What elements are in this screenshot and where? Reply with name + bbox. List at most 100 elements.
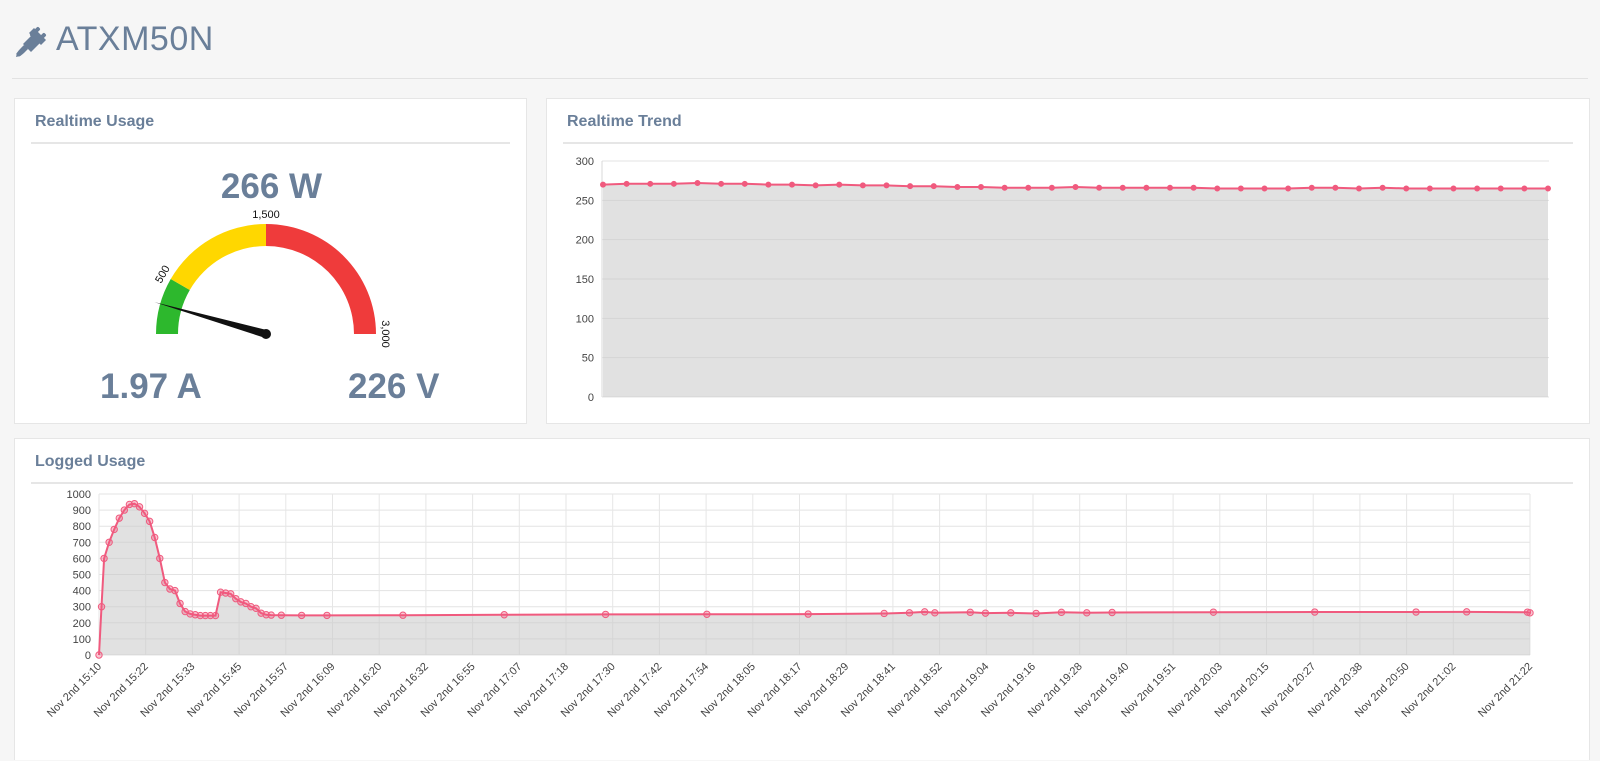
data-point	[1083, 609, 1091, 617]
data-point	[1190, 184, 1197, 191]
data-point	[297, 611, 306, 620]
series-area	[99, 503, 1530, 655]
data-point	[1007, 609, 1015, 617]
data-point	[171, 586, 179, 595]
data-point	[1356, 185, 1362, 192]
data-point	[1001, 184, 1008, 191]
y-tick-label: 100	[73, 634, 91, 646]
data-point	[227, 590, 235, 598]
data-point	[1209, 608, 1218, 616]
data-point	[789, 181, 795, 188]
data-point	[1072, 183, 1079, 190]
y-tick-label: 1000	[67, 489, 91, 501]
data-point	[1526, 609, 1534, 617]
data-point	[1025, 184, 1032, 191]
current-readout: 1.97 A	[100, 367, 202, 406]
data-point	[1545, 185, 1551, 192]
data-point	[836, 181, 843, 188]
data-point	[500, 611, 508, 619]
y-tick-label: 0	[85, 650, 91, 662]
data-point	[718, 180, 725, 187]
y-tick-label: 50	[582, 353, 594, 365]
gauge-label: 3,000	[379, 320, 391, 348]
gauge-label: 1,500	[252, 209, 280, 221]
data-point	[966, 608, 974, 617]
y-tick-label: 200	[73, 618, 91, 630]
gauge-band-0	[156, 279, 190, 334]
data-point	[95, 651, 103, 659]
data-point	[120, 506, 129, 514]
data-point	[883, 182, 890, 189]
data-point	[1474, 185, 1481, 192]
gauge-band-1	[170, 224, 266, 290]
data-point	[765, 181, 772, 188]
data-point	[1214, 185, 1221, 192]
gauge-needle	[154, 302, 268, 338]
data-point	[140, 509, 149, 518]
y-tick-label: 400	[73, 586, 91, 598]
page-title: ATXM50N	[56, 20, 214, 58]
y-tick-label: 200	[576, 235, 594, 247]
data-point	[978, 183, 984, 190]
voltage-readout: 226 V	[348, 367, 440, 406]
data-point	[694, 180, 701, 187]
data-point	[1237, 185, 1244, 192]
data-point	[930, 183, 937, 190]
data-point	[601, 610, 610, 619]
data-point	[176, 599, 184, 608]
data-point	[196, 611, 205, 620]
y-tick-label: 900	[73, 505, 91, 517]
data-point	[905, 609, 914, 617]
data-point	[647, 180, 654, 187]
data-point	[97, 603, 106, 611]
data-point	[741, 180, 748, 187]
y-tick-label: 800	[73, 521, 91, 533]
data-point	[880, 609, 888, 618]
data-point	[670, 180, 677, 187]
series-line	[98, 502, 1531, 656]
data-point	[115, 514, 123, 522]
data-point	[323, 611, 331, 620]
y-tick-label: 300	[576, 156, 594, 168]
page-header: ATXM50N	[12, 0, 1588, 79]
data-point	[1119, 184, 1126, 191]
realtime-trend-chart: 0 50 100 150 200 250 300	[576, 156, 1551, 404]
power-readout: 266 W	[220, 167, 323, 206]
data-point	[1108, 608, 1116, 617]
logged-usage-panel: Logged Usage 0 100 200 300 400 500 600 700 800 90…	[14, 438, 1590, 760]
data-point	[1332, 184, 1339, 191]
data-point	[703, 610, 711, 618]
data-point	[1379, 184, 1386, 191]
y-tick-label: 600	[73, 553, 91, 565]
data-point	[399, 611, 407, 619]
data-point	[907, 183, 914, 190]
realtime-usage-panel: Realtime Usage 266 W 500 1,500 3,000 1.97 …	[14, 98, 527, 424]
divider	[31, 142, 510, 144]
divider	[563, 142, 1573, 144]
y-tick-label: 500	[73, 570, 91, 582]
plug-icon	[16, 26, 47, 57]
data-point	[1403, 185, 1410, 192]
y-tick-label: 300	[73, 602, 91, 614]
data-point	[1057, 608, 1066, 617]
divider	[31, 482, 1573, 484]
data-point	[1521, 185, 1528, 192]
data-point	[812, 182, 819, 189]
logged-usage-title: Logged Usage	[35, 453, 146, 470]
data-point	[1462, 608, 1471, 616]
data-point	[1048, 184, 1055, 191]
gauge-band-2	[266, 224, 376, 334]
x-tick-label: Nov 2nd 21:22	[1476, 661, 1535, 720]
data-point	[1426, 185, 1433, 192]
realtime-trend-panel: Realtime Trend 0 50 100 150 200 250 300	[546, 98, 1590, 424]
logged-usage-chart: 0 100 200 300 400 500 600 700 800 900 1000 Nov 2nd …	[45, 489, 1535, 720]
y-tick-label: 100	[576, 313, 594, 325]
data-point	[1311, 608, 1319, 616]
data-point	[1497, 185, 1504, 192]
data-point	[600, 181, 606, 188]
series-area	[603, 183, 1548, 397]
realtime-trend-title: Realtime Trend	[567, 113, 682, 130]
data-point	[1032, 609, 1040, 618]
data-point	[135, 503, 144, 511]
data-point	[242, 599, 250, 608]
